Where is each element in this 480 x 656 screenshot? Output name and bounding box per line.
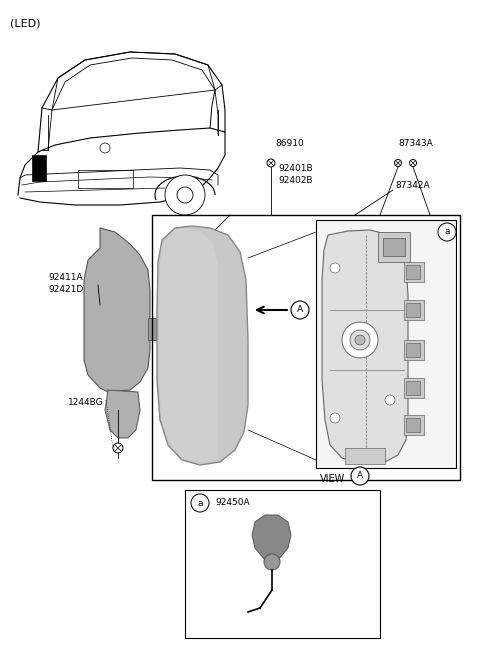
Circle shape (395, 159, 401, 167)
Circle shape (330, 263, 340, 273)
Circle shape (355, 335, 365, 345)
Text: 92411A: 92411A (48, 273, 83, 282)
Text: 92421D: 92421D (48, 285, 83, 294)
Polygon shape (84, 228, 150, 392)
Text: A: A (297, 306, 303, 314)
Text: (LED): (LED) (10, 18, 40, 28)
Bar (406, 343, 420, 357)
Circle shape (385, 395, 395, 405)
Text: 1244BG: 1244BG (68, 398, 104, 407)
Text: 92450A: 92450A (215, 498, 250, 507)
Text: 92402B: 92402B (278, 176, 312, 185)
Text: a: a (444, 228, 450, 237)
Circle shape (113, 443, 123, 453)
Bar (345, 448, 385, 464)
Bar (406, 303, 420, 317)
Bar (406, 265, 420, 279)
Bar (404, 300, 424, 320)
Polygon shape (252, 515, 291, 560)
Bar (378, 232, 410, 262)
Bar (383, 238, 405, 256)
Bar (185, 490, 380, 638)
Polygon shape (159, 228, 218, 462)
Circle shape (409, 159, 417, 167)
Text: a: a (197, 499, 203, 508)
Circle shape (330, 413, 340, 423)
Text: 92401B: 92401B (278, 164, 312, 173)
Circle shape (438, 223, 456, 241)
Bar (316, 220, 456, 468)
Circle shape (165, 175, 205, 215)
Text: 86910: 86910 (275, 139, 304, 148)
Polygon shape (157, 226, 248, 465)
Text: A: A (357, 472, 363, 480)
Bar (404, 262, 424, 282)
Polygon shape (105, 390, 140, 438)
Circle shape (191, 494, 209, 512)
Bar (148, 318, 156, 340)
Bar (406, 418, 420, 432)
Polygon shape (322, 230, 408, 463)
Circle shape (264, 554, 280, 570)
Text: VIEW: VIEW (320, 474, 345, 484)
Circle shape (177, 187, 193, 203)
Bar (78, 170, 133, 188)
Bar (404, 415, 424, 435)
Circle shape (291, 301, 309, 319)
Circle shape (351, 467, 369, 485)
Circle shape (342, 322, 378, 358)
Circle shape (267, 159, 275, 167)
Bar (152, 215, 460, 480)
Bar (404, 378, 424, 398)
Bar (32, 155, 46, 181)
Bar (406, 381, 420, 395)
Circle shape (350, 330, 370, 350)
Text: 87343A: 87343A (398, 139, 433, 148)
Bar (404, 340, 424, 360)
Text: 87342A: 87342A (395, 181, 430, 190)
